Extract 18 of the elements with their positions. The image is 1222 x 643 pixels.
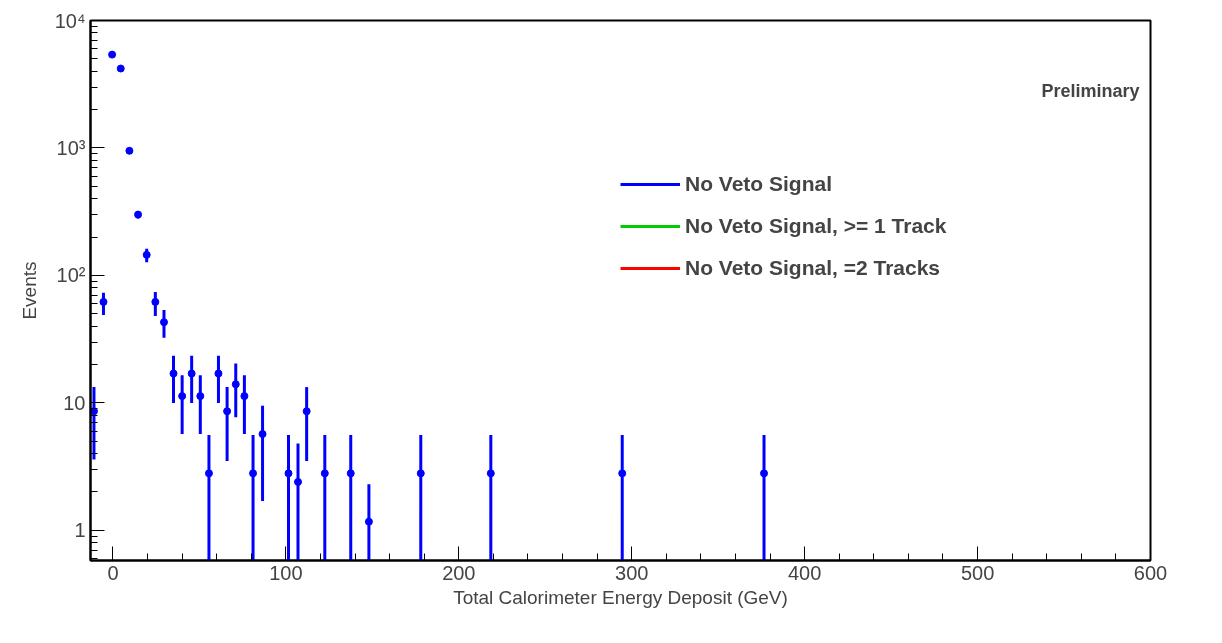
x-axis-title: Total Calorimeter Energy Deposit (GeV) — [453, 586, 788, 608]
x-tick-label: 100 — [269, 561, 303, 584]
x-tick-label: 200 — [442, 561, 476, 584]
y-axis-title: Events — [18, 261, 40, 320]
legend-label: No Veto Signal — [685, 172, 833, 196]
x-tick-label: 0 — [107, 561, 119, 584]
annotation: Preliminary — [1041, 80, 1140, 101]
y-tick-label: 10³ — [56, 136, 86, 159]
legend-label: No Veto Signal, >= 1 Track — [685, 214, 947, 238]
x-tick-label: 600 — [1133, 561, 1168, 584]
y-tick-label: 10² — [56, 264, 86, 287]
y-tick-label: 10 — [63, 391, 86, 414]
legend-label: No Veto Signal, =2 Tracks — [685, 256, 941, 280]
y-tick-label: 1 — [74, 519, 86, 542]
x-tick-label: 500 — [960, 561, 995, 584]
x-tick-label: 300 — [615, 561, 649, 584]
x-tick-label: 400 — [787, 561, 822, 584]
y-tick-label: 10⁴ — [54, 9, 86, 32]
